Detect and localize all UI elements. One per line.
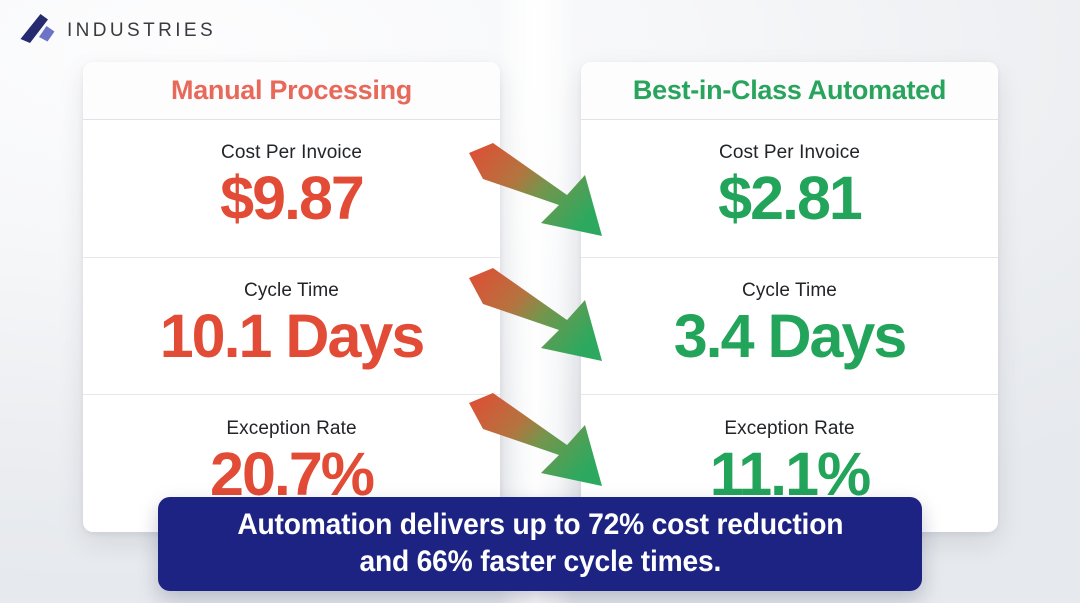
summary-line-1: Automation delivers up to 72% cost reduc…	[237, 508, 843, 542]
metric-label: Cycle Time	[244, 279, 339, 301]
manual-card-header: Manual Processing	[83, 62, 500, 120]
metric-value: $2.81	[718, 164, 863, 233]
metric-label: Cost Per Invoice	[221, 142, 362, 164]
manual-card-title: Manual Processing	[171, 75, 412, 105]
summary-line-2: and 66% faster cycle times.	[359, 545, 721, 578]
manual-metric-exception-rate: Exception Rate 20.7%	[83, 395, 500, 532]
metric-label: Cost Per Invoice	[719, 142, 860, 164]
metric-value: $9.87	[220, 164, 365, 233]
manual-metric-cycle-time: Cycle Time 10.1 Days	[83, 258, 500, 396]
automated-metric-exception-rate: Exception Rate 11.1%	[581, 395, 998, 532]
metric-value: 10.1 Days	[159, 301, 425, 370]
manual-processing-card: Manual Processing Cost Per Invoice $9.87…	[83, 62, 500, 532]
automated-metric-cycle-time: Cycle Time 3.4 Days	[581, 258, 998, 396]
manual-metric-cost-per-invoice: Cost Per Invoice $9.87	[83, 120, 500, 258]
summary-banner: Automation delivers up to 72% cost reduc…	[158, 497, 922, 591]
summary-banner-text: Automation delivers up to 72% cost reduc…	[220, 507, 860, 580]
metric-value: 20.7%	[210, 439, 375, 508]
metric-label: Cycle Time	[742, 279, 837, 301]
automated-card: Best-in-Class Automated Cost Per Invoice…	[581, 62, 998, 532]
metric-value: 3.4 Days	[673, 301, 908, 370]
automated-card-header: Best-in-Class Automated	[581, 62, 998, 120]
brand-name: INDUSTRIES	[67, 20, 217, 41]
metric-value: 11.1%	[709, 439, 872, 508]
automated-card-title: Best-in-Class Automated	[632, 75, 947, 105]
automated-metric-cost-per-invoice: Cost Per Invoice $2.81	[581, 120, 998, 258]
company-logo-icon	[20, 14, 55, 43]
metric-label: Exception Rate	[724, 417, 855, 439]
brand-logo: INDUSTRIES	[16, 12, 216, 50]
metric-label: Exception Rate	[226, 417, 357, 439]
